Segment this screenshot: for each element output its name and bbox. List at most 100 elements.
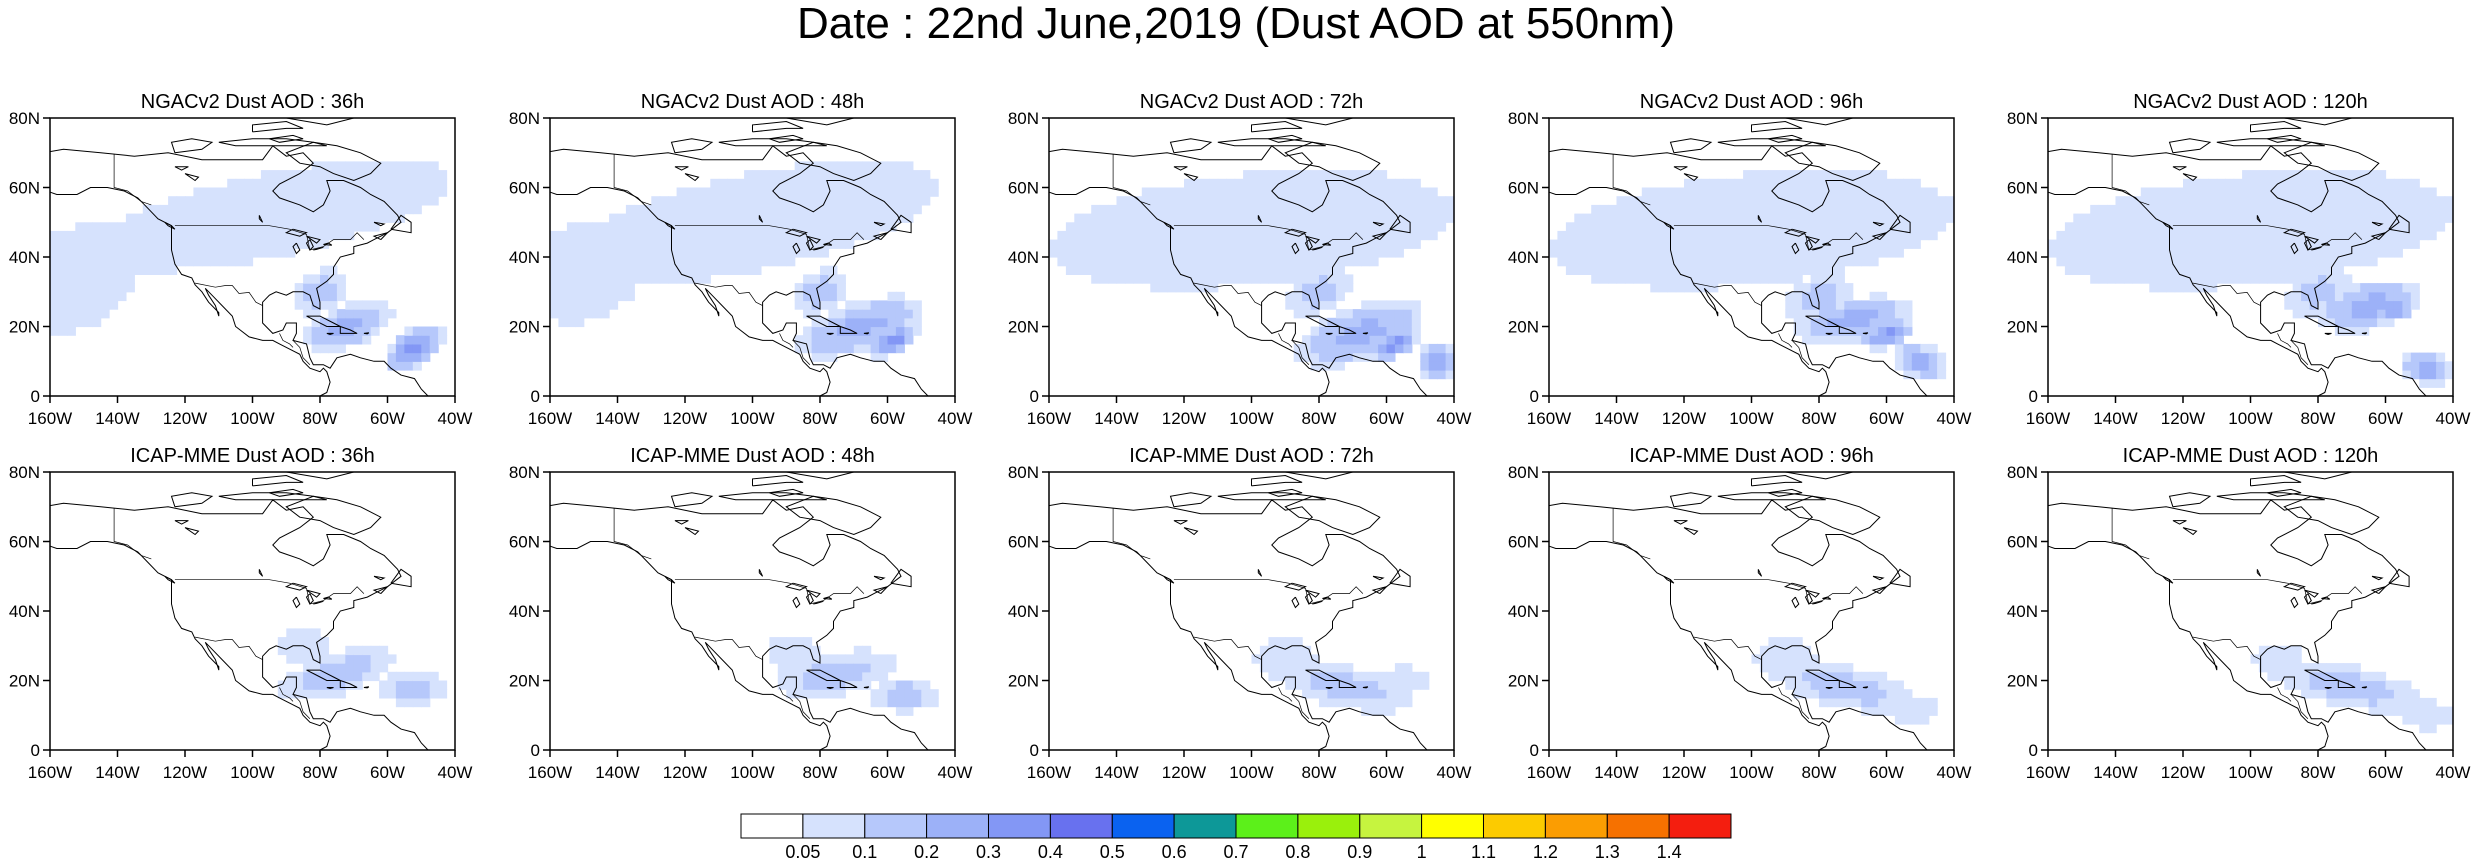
aod-cell [395, 187, 405, 197]
aod-cell [2377, 309, 2387, 319]
dust-aod-field [2250, 645, 2454, 734]
aod-cell [2292, 283, 2302, 293]
aod-cell [1700, 187, 1710, 197]
aod-cell [2242, 170, 2252, 180]
aod-cell [1802, 663, 1812, 673]
aod-cell [575, 239, 585, 249]
aod-cell [1259, 222, 1269, 232]
aod-cell [811, 654, 821, 664]
aod-cell [1276, 239, 1286, 249]
aod-cell [2334, 274, 2344, 284]
aod-cell [828, 663, 838, 673]
aod-cell [744, 248, 754, 258]
lat-tick-label: 80N [509, 463, 540, 482]
aod-cell [2334, 222, 2344, 232]
colorbar-label: 0.8 [1285, 842, 1310, 862]
aod-cell [2309, 248, 2319, 258]
aod-cell [311, 239, 321, 249]
aod-cell [1894, 689, 1904, 699]
aod-cell [1133, 222, 1143, 232]
aod-cell [879, 187, 889, 197]
aod-cell [2334, 283, 2344, 293]
aod-cell [2250, 248, 2260, 258]
aod-cell [1378, 239, 1388, 249]
aod-cell [1785, 645, 1795, 656]
aod-cell [2385, 187, 2395, 197]
aod-cell [1810, 274, 1820, 284]
aod-cell [904, 196, 914, 206]
aod-cell [193, 204, 203, 215]
aod-cell [2090, 222, 2100, 232]
aod-cell [2275, 257, 2285, 267]
aod-cell [1726, 230, 1736, 241]
aod-cell [353, 196, 363, 206]
aod-cell [1310, 239, 1320, 249]
aod-cell [1684, 274, 1694, 284]
aod-cell [1878, 178, 1888, 189]
aod-cell [2284, 645, 2294, 656]
aod-cell [777, 654, 787, 664]
aod-cell [1894, 204, 1904, 215]
aod-cell [1565, 239, 1575, 249]
aod-cell [2258, 257, 2268, 267]
colorbar-label: 0.7 [1223, 842, 1248, 862]
aod-cell [1810, 265, 1820, 275]
aod-cell [2242, 204, 2252, 215]
aod-cell [2191, 204, 2201, 215]
aod-cell [2208, 213, 2218, 223]
aod-cell [1717, 196, 1727, 206]
aod-cell [1243, 178, 1253, 189]
aod-cell [1793, 300, 1803, 310]
aod-cell [100, 230, 110, 241]
aod-cell [328, 335, 338, 345]
aod-cell [1920, 715, 1930, 725]
aod-cell [744, 213, 754, 223]
aod-cell [193, 187, 203, 197]
aod-cell [336, 317, 346, 328]
aod-cell [2326, 187, 2336, 197]
aod-cell [2149, 283, 2159, 293]
aod-cell [1768, 213, 1778, 223]
aod-cell [2174, 213, 2184, 223]
aod-cell [1591, 204, 1601, 215]
aod-cell [1251, 248, 1261, 258]
aod-cell [1285, 671, 1295, 682]
aod-cell [387, 170, 397, 180]
colorbar: 0.05 0.1 0.2 0.3 0.4 0.5 0.6 0.7 0.8 0.9 1 1.1 1.2 1.… [740, 813, 1732, 862]
aod-cell [1082, 248, 1092, 258]
aod-cell [1200, 257, 1210, 267]
aod-cell [1057, 230, 1067, 241]
aod-cell [1641, 265, 1651, 275]
aod-cell [311, 196, 321, 206]
aod-cell [668, 257, 678, 267]
aod-cell [1310, 343, 1320, 354]
aod-cell [320, 274, 330, 284]
aod-cell [1234, 257, 1244, 267]
aod-cell [1259, 196, 1269, 206]
aod-cell [1675, 257, 1685, 267]
aod-cell [2107, 230, 2117, 241]
aod-cell [311, 309, 321, 319]
aod-cell [777, 248, 787, 258]
aod-cell [1344, 317, 1354, 328]
aod-cell [1709, 222, 1719, 232]
aod-cell [2326, 257, 2336, 267]
aod-cell [718, 257, 728, 267]
aod-cell [887, 326, 897, 336]
aod-cell [2377, 222, 2387, 232]
aod-cell [2377, 213, 2387, 223]
aod-cell [2309, 257, 2319, 267]
aod-cell [1776, 213, 1786, 223]
aod-cell [1591, 239, 1601, 249]
aod-cell [1768, 248, 1778, 258]
aod-cell [820, 671, 830, 682]
aod-cell [2258, 196, 2268, 206]
aod-cell [1175, 222, 1185, 232]
aod-cell [2368, 187, 2378, 197]
aod-cell [642, 239, 652, 249]
aod-cell [2292, 213, 2302, 223]
lat-tick-label: 40N [509, 248, 540, 267]
aod-cell [1192, 178, 1202, 189]
aod-cell [2073, 265, 2083, 275]
aod-cell [1150, 222, 1160, 232]
